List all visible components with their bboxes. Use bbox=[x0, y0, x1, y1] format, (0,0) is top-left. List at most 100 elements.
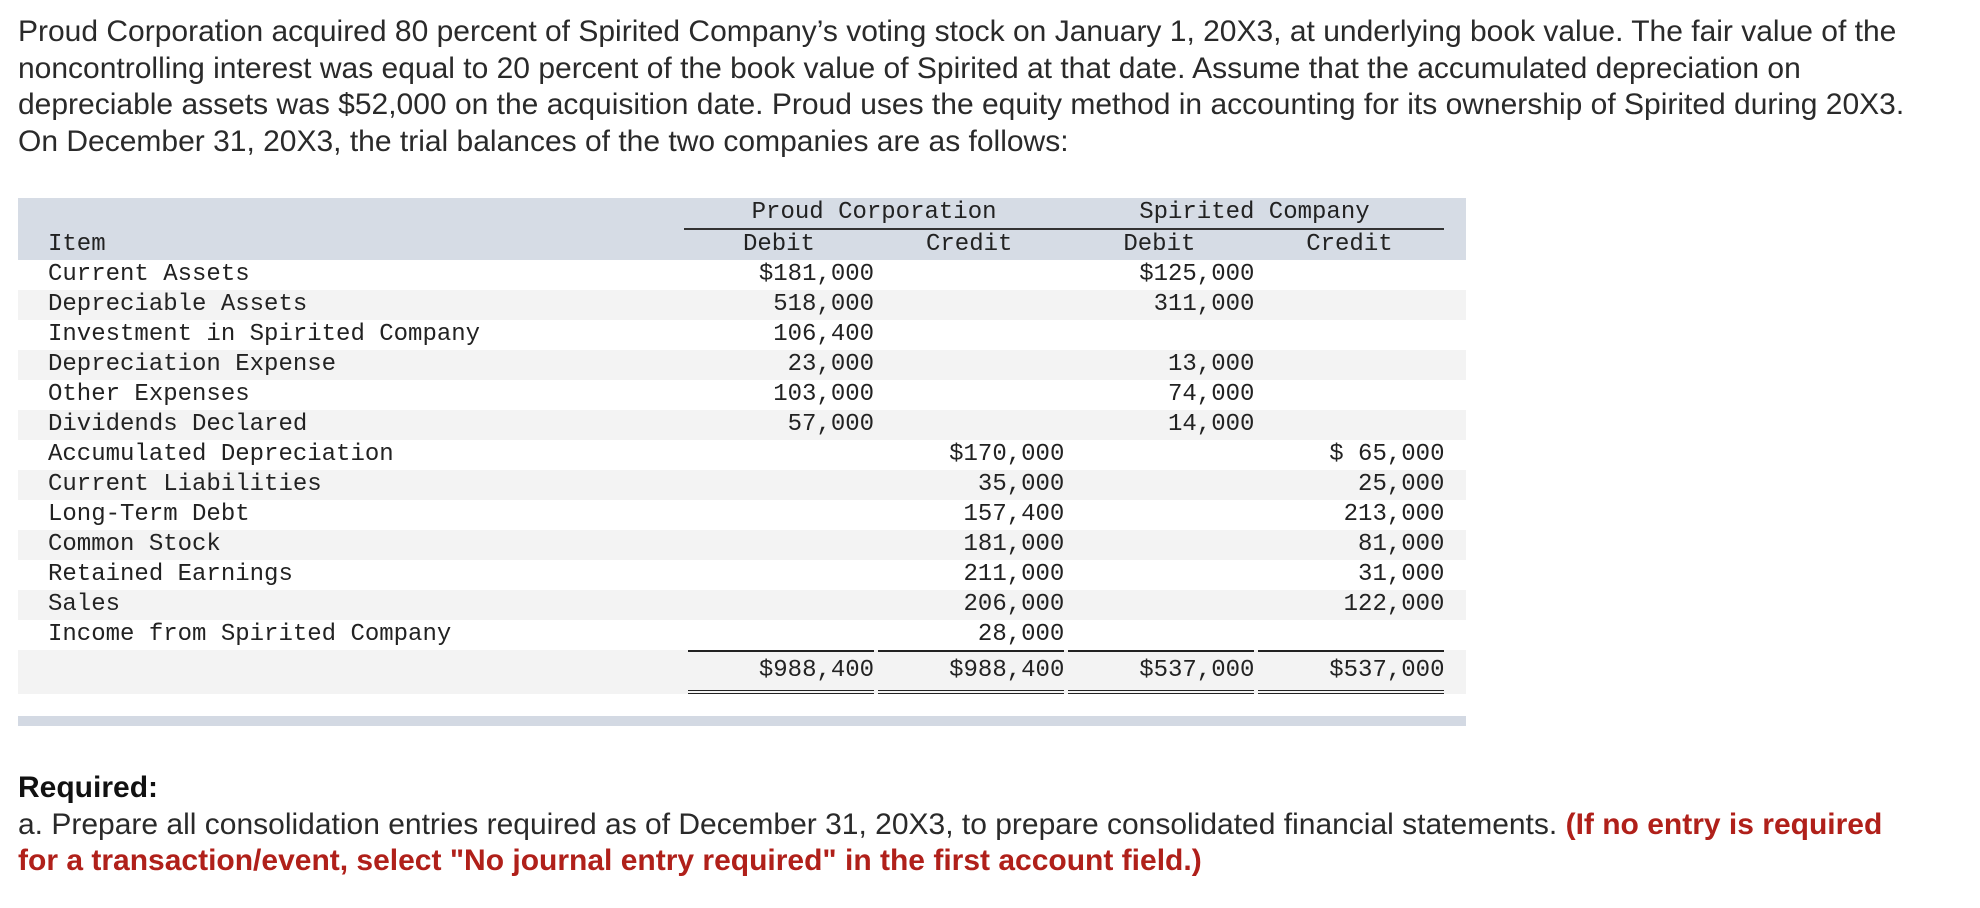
row-item-label: Retained Earnings bbox=[18, 560, 684, 590]
cell-spirited-debit bbox=[1064, 500, 1255, 530]
cell-spirited-credit bbox=[1254, 350, 1445, 380]
cell-proud-credit bbox=[874, 410, 1065, 440]
cell-proud-credit: 35,000 bbox=[874, 470, 1065, 500]
table-row: Accumulated Depreciation $170,000 $ 65,000 bbox=[18, 440, 1466, 470]
cell-proud-credit bbox=[874, 290, 1065, 320]
cell-proud-credit: $170,000 bbox=[874, 440, 1065, 470]
row-item-label: Depreciation Expense bbox=[18, 350, 684, 380]
table-group-header-row: Proud Corporation Spirited Company bbox=[18, 198, 1466, 230]
cell-proud-debit bbox=[683, 440, 875, 470]
cell-spirited-credit bbox=[1254, 320, 1445, 350]
cell-spirited-debit: 74,000 bbox=[1064, 380, 1255, 410]
total-proud-debit: $988,400 bbox=[687, 650, 875, 694]
row-item-label: Dividends Declared bbox=[18, 410, 684, 440]
required-heading: Required: bbox=[18, 771, 159, 804]
cell-proud-debit: 103,000 bbox=[683, 380, 875, 410]
cell-spirited-credit: 25,000 bbox=[1254, 470, 1445, 500]
cell-proud-debit bbox=[683, 470, 875, 500]
cell-proud-debit: $181,000 bbox=[683, 260, 875, 290]
required-instruction: a. Prepare all consolidation entries req… bbox=[18, 807, 1918, 880]
cell-proud-debit: 23,000 bbox=[683, 350, 875, 380]
row-item-label: Depreciable Assets bbox=[18, 290, 684, 320]
table-bottom-divider bbox=[18, 716, 1466, 726]
spirited-credit-header: Credit bbox=[1254, 230, 1445, 260]
table-row: Long-Term Debt 157,400 213,000 bbox=[18, 500, 1466, 530]
cell-spirited-credit bbox=[1254, 620, 1445, 650]
proud-debit-header: Debit bbox=[683, 230, 875, 260]
cell-proud-credit: 157,400 bbox=[874, 500, 1065, 530]
cell-spirited-debit bbox=[1064, 440, 1255, 470]
cell-spirited-credit: 31,000 bbox=[1254, 560, 1445, 590]
cell-proud-credit bbox=[874, 260, 1065, 290]
cell-proud-debit bbox=[683, 590, 875, 620]
cell-spirited-credit: 213,000 bbox=[1254, 500, 1445, 530]
cell-proud-credit: 211,000 bbox=[874, 560, 1065, 590]
required-text: a. Prepare all consolidation entries req… bbox=[18, 807, 1558, 841]
cell-spirited-debit bbox=[1064, 320, 1255, 350]
table-row: Dividends Declared 57,000 14,000 bbox=[18, 410, 1466, 440]
cell-proud-credit bbox=[874, 350, 1065, 380]
table-row: Sales 206,000 122,000 bbox=[18, 590, 1466, 620]
row-item-label: Investment in Spirited Company bbox=[18, 320, 684, 350]
cell-spirited-debit: 14,000 bbox=[1064, 410, 1255, 440]
cell-spirited-debit bbox=[1064, 530, 1255, 560]
cell-proud-credit bbox=[874, 320, 1065, 350]
row-item-label: Accumulated Depreciation bbox=[18, 440, 684, 470]
table-row: Common Stock 181,000 81,000 bbox=[18, 530, 1466, 560]
spirited-debit-header: Debit bbox=[1064, 230, 1255, 260]
total-spirited-credit: $537,000 bbox=[1258, 650, 1445, 694]
cell-spirited-credit bbox=[1254, 410, 1445, 440]
cell-spirited-debit bbox=[1064, 470, 1255, 500]
table-row: Other Expenses 103,000 74,000 bbox=[18, 380, 1466, 410]
proud-credit-header: Credit bbox=[874, 230, 1065, 260]
cell-spirited-debit: 311,000 bbox=[1064, 290, 1255, 320]
table-row: Income from Spirited Company 28,000 bbox=[18, 620, 1466, 650]
table-sub-header-row: Item Debit Credit Debit Credit bbox=[18, 230, 1466, 260]
cell-spirited-credit: 122,000 bbox=[1254, 590, 1445, 620]
table-row: Investment in Spirited Company 106,400 bbox=[18, 320, 1466, 350]
problem-intro: Proud Corporation acquired 80 percent of… bbox=[18, 15, 1905, 158]
row-item-label: Common Stock bbox=[18, 530, 684, 560]
cell-spirited-credit bbox=[1254, 260, 1445, 290]
cell-spirited-debit: $125,000 bbox=[1064, 260, 1255, 290]
table-row: Retained Earnings 211,000 31,000 bbox=[18, 560, 1466, 590]
trial-balance-table: Proud Corporation Spirited Company Item … bbox=[18, 198, 1466, 694]
required-note: (If no entry is required for a transacti… bbox=[18, 807, 1883, 878]
cell-spirited-debit: 13,000 bbox=[1064, 350, 1255, 380]
table-row: Depreciation Expense 23,000 13,000 bbox=[18, 350, 1466, 380]
cell-spirited-credit: 81,000 bbox=[1254, 530, 1445, 560]
cell-proud-credit: 206,000 bbox=[874, 590, 1065, 620]
cell-proud-debit bbox=[683, 530, 875, 560]
required-section: Required: a. Prepare all consolidation e… bbox=[18, 770, 1918, 880]
table-row: Depreciable Assets 518,000 311,000 bbox=[18, 290, 1466, 320]
row-item-label: Current Assets bbox=[18, 260, 684, 290]
cell-spirited-credit bbox=[1254, 290, 1445, 320]
cell-spirited-debit bbox=[1064, 590, 1255, 620]
row-item-label: Current Liabilities bbox=[18, 470, 684, 500]
table-row: Current Liabilities 35,000 25,000 bbox=[18, 470, 1466, 500]
table-row: Current Assets $181,000 $125,000 bbox=[18, 260, 1466, 290]
row-item-label: Long-Term Debt bbox=[18, 500, 684, 530]
row-item-label: Income from Spirited Company bbox=[18, 620, 684, 650]
cell-proud-credit: 181,000 bbox=[874, 530, 1065, 560]
cell-proud-debit bbox=[683, 560, 875, 590]
group-header-spirited: Spirited Company bbox=[1064, 198, 1445, 230]
cell-proud-debit: 57,000 bbox=[683, 410, 875, 440]
item-column-header: Item bbox=[18, 230, 684, 260]
total-proud-credit: $988,400 bbox=[878, 650, 1065, 694]
cell-spirited-credit: $ 65,000 bbox=[1254, 440, 1445, 470]
cell-proud-credit: 28,000 bbox=[874, 620, 1065, 650]
cell-spirited-credit bbox=[1254, 380, 1445, 410]
cell-proud-credit bbox=[874, 380, 1065, 410]
cell-spirited-debit bbox=[1064, 620, 1255, 650]
row-item-label: Sales bbox=[18, 590, 684, 620]
cell-proud-debit: 106,400 bbox=[683, 320, 875, 350]
total-spirited-debit: $537,000 bbox=[1068, 650, 1255, 694]
cell-proud-debit: 518,000 bbox=[683, 290, 875, 320]
row-item-label: Other Expenses bbox=[18, 380, 684, 410]
group-header-proud: Proud Corporation bbox=[683, 198, 1065, 230]
cell-proud-debit bbox=[683, 500, 875, 530]
cell-proud-debit bbox=[683, 620, 875, 650]
cell-spirited-debit bbox=[1064, 560, 1255, 590]
totals-row: $988,400 $988,400 $537,000 $537,000 bbox=[18, 650, 1466, 694]
